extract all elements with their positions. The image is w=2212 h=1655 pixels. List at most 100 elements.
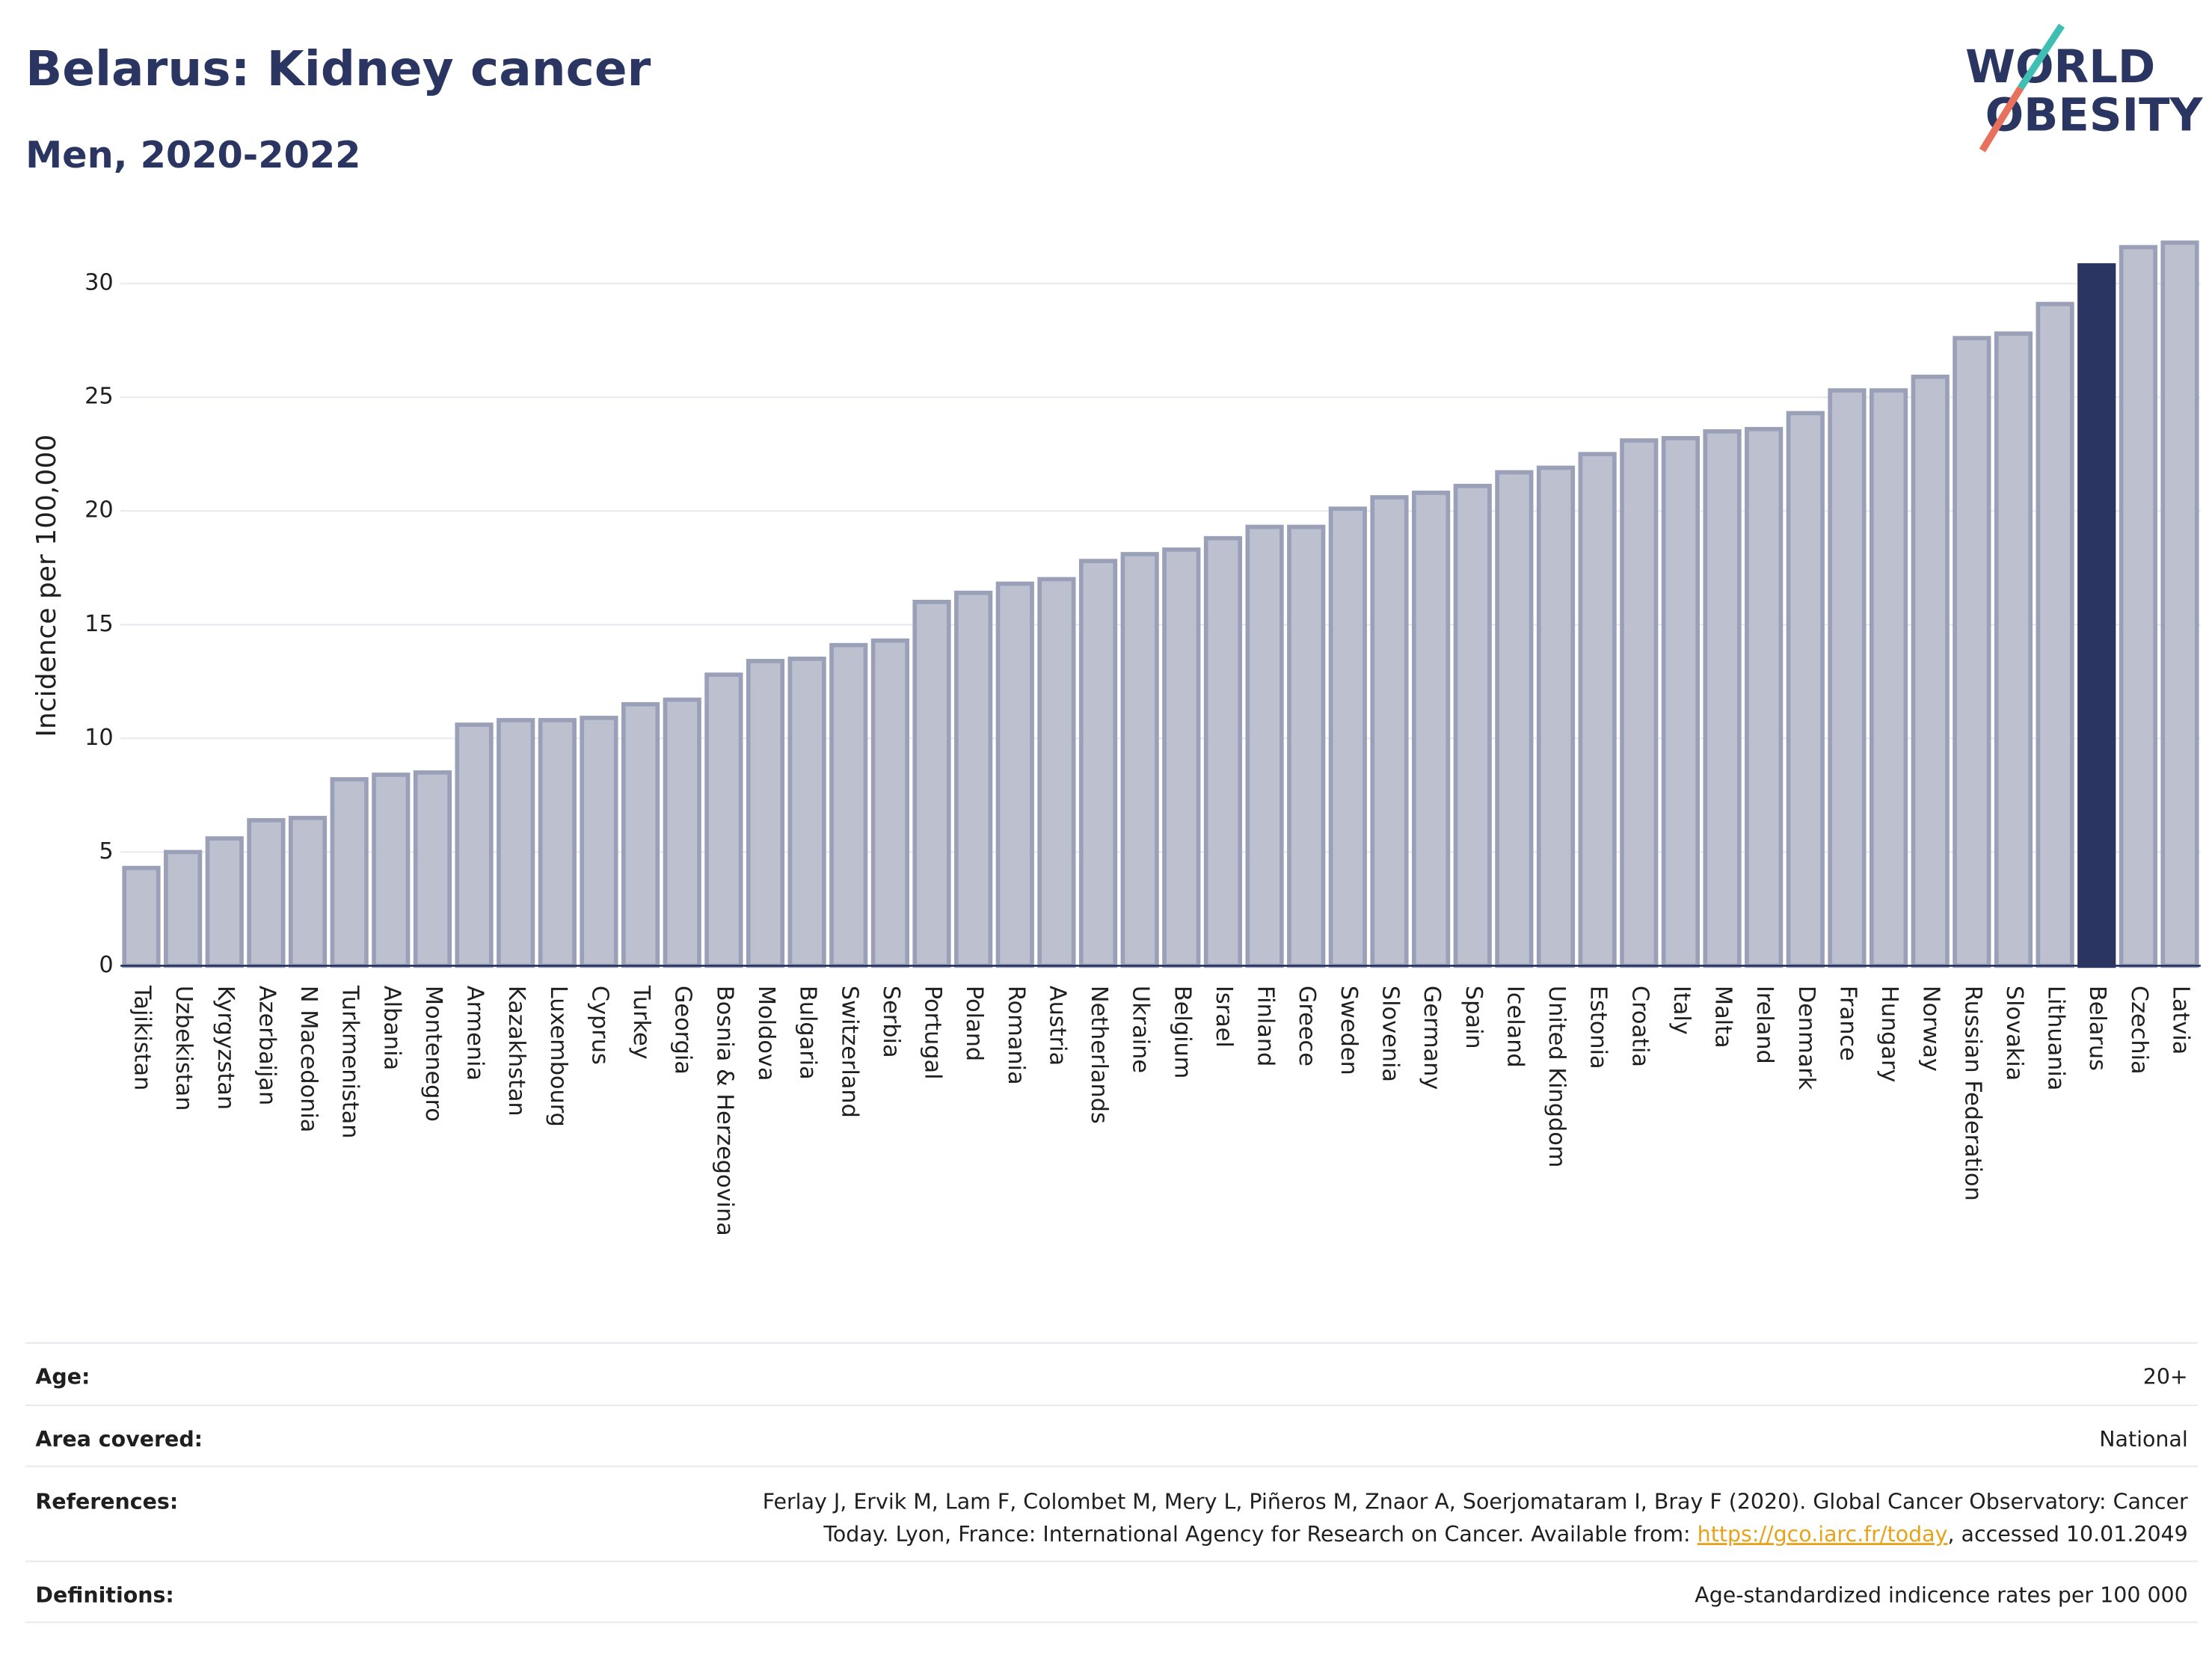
- x-tick-label: Switzerland: [836, 986, 862, 1118]
- x-tick-label: Denmark: [1793, 986, 1819, 1090]
- x-tick-label: Luxembourg: [545, 986, 571, 1127]
- bar: [704, 672, 743, 968]
- bar: [1287, 524, 1326, 968]
- x-tick-label: Cyprus: [586, 986, 612, 1065]
- logo-slash: [1979, 86, 2024, 153]
- x-tick-label: Kazakhstan: [503, 986, 529, 1117]
- bar: [1536, 465, 1576, 968]
- x-tick-label: Malta: [1710, 986, 1736, 1048]
- bar: [1453, 483, 1492, 968]
- y-tick-label: 15: [85, 611, 114, 637]
- x-tick-label: Armenia: [462, 986, 488, 1081]
- footer-label: Definitions:: [35, 1583, 173, 1608]
- x-tick-label: Norway: [1918, 986, 1944, 1072]
- bar: [122, 865, 161, 968]
- x-tick-label: Montenegro: [420, 986, 446, 1122]
- bar: [621, 701, 660, 968]
- bar: [746, 659, 785, 968]
- chart-subtitle: Men, 2020-2022: [25, 133, 360, 176]
- footer-label: Age:: [35, 1365, 90, 1390]
- logo-slash: [2018, 23, 2065, 90]
- x-tick-label: Tajikistan: [129, 985, 155, 1090]
- bar: [330, 777, 369, 968]
- x-tick-label: Slovenia: [1377, 986, 1403, 1082]
- bar: [413, 770, 452, 968]
- link[interactable]: https://gco.iarc.fr/today: [1698, 1522, 1948, 1547]
- bar: [455, 722, 494, 968]
- x-tick-label: Ireland: [1751, 986, 1778, 1064]
- x-tick-label: Slovakia: [2001, 986, 2027, 1081]
- logo-text: WORLD: [1965, 41, 2155, 93]
- footer-text: , accessed 10.01.2049: [1947, 1522, 2187, 1547]
- x-tick-label: Poland: [961, 986, 987, 1061]
- footer-value: National: [2099, 1427, 2188, 1452]
- x-tick-label: France: [1834, 986, 1861, 1061]
- x-tick-label: Serbia: [878, 986, 904, 1058]
- x-tick-label: Portugal: [920, 986, 946, 1080]
- y-tick-label: 5: [99, 838, 113, 865]
- bar: [1412, 491, 1451, 968]
- bar: [1495, 470, 1534, 968]
- bar: [1869, 388, 1908, 968]
- bar: [1661, 436, 1701, 968]
- x-tick-label: Uzbekistan: [170, 986, 197, 1111]
- x-tick-label: Spain: [1460, 986, 1487, 1049]
- x-tick-label: Ukraine: [1128, 986, 1154, 1073]
- x-tick-label: Hungary: [1876, 986, 1902, 1083]
- bar: [1037, 577, 1076, 968]
- bar: [1162, 547, 1201, 968]
- footer-label: Area covered:: [35, 1427, 203, 1452]
- x-tick-label: Romania: [1003, 986, 1029, 1085]
- bar: [1620, 438, 1659, 968]
- bar: [1911, 374, 1950, 968]
- bar: [1078, 559, 1118, 968]
- bar: [1370, 495, 1409, 968]
- bar: [2160, 240, 2199, 968]
- bar: [1120, 552, 1159, 968]
- footer-value: Today. Lyon, France: International Agenc…: [823, 1522, 2187, 1547]
- bar: [1203, 535, 1243, 968]
- bar: [288, 815, 328, 968]
- x-tick-label: Bosnia & Herzegovina: [711, 986, 737, 1236]
- y-tick-label: 30: [85, 270, 114, 296]
- bar: [1994, 331, 2033, 968]
- y-tick-label: 10: [85, 725, 114, 751]
- x-tick-label: Albania: [378, 986, 405, 1070]
- x-tick-label: Finland: [1253, 986, 1279, 1066]
- y-tick-label: 25: [85, 384, 114, 410]
- logo: WORLD OBESITY: [1965, 23, 2204, 153]
- bar: [954, 590, 993, 968]
- x-tick-label: Moldova: [753, 986, 779, 1081]
- bar: [2036, 301, 2074, 968]
- bar: [995, 581, 1034, 968]
- x-tick-label: Croatia: [1626, 986, 1653, 1067]
- bar: [538, 718, 577, 968]
- x-tick-label: Turkey: [628, 985, 654, 1060]
- bar: [372, 773, 411, 968]
- bar: [1745, 426, 1784, 968]
- x-tick-label: Belarus: [2084, 986, 2110, 1071]
- bar: [164, 850, 203, 968]
- x-tick-label: United Kingdom: [1543, 986, 1570, 1167]
- x-tick-label: Belgium: [1169, 986, 1195, 1078]
- bar: [663, 697, 701, 968]
- footer-value: Age-standardized indicence rates per 100…: [1695, 1583, 2188, 1608]
- chart-title: Belarus: Kidney cancer: [25, 41, 651, 97]
- x-tick-label: Bulgaria: [795, 986, 821, 1080]
- bar: [247, 817, 286, 968]
- bar: [1328, 506, 1367, 968]
- y-tick-label: 20: [85, 497, 114, 523]
- footer-value: Ferlay J, Ervik M, Lam F, Colombet M, Me…: [763, 1490, 2188, 1514]
- logo-text: OBESITY: [1985, 90, 2204, 142]
- bar: [870, 638, 909, 968]
- y-axis-title: Incidence per 100,000: [31, 435, 62, 737]
- x-tick-label: Germany: [1419, 986, 1445, 1090]
- x-tick-label: Sweden: [1336, 986, 1362, 1075]
- footer-text: Today. Lyon, France: International Agenc…: [823, 1522, 1697, 1547]
- x-tick-label: Turkmenistan: [337, 985, 363, 1139]
- x-tick-label: Czechia: [2126, 986, 2152, 1075]
- x-tick-label: Kyrgyzstan: [212, 986, 239, 1110]
- x-tick-label: Italy: [1668, 986, 1695, 1035]
- bar: [2119, 245, 2157, 968]
